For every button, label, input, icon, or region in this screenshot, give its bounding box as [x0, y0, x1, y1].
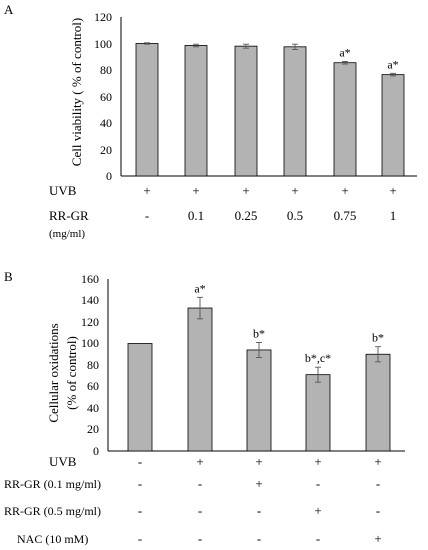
panel-b-cell: + — [314, 454, 321, 469]
panel-b-bar — [365, 353, 391, 452]
panel-a-bar — [184, 45, 208, 177]
panel-a-cell: + — [192, 183, 199, 198]
panel-b-y-tick-label: 80 — [87, 358, 99, 372]
panel-b-cell: - — [316, 531, 320, 546]
panel-a-y-tick-label: 20 — [100, 143, 112, 157]
panel-b-y-tick-label: 0 — [93, 444, 99, 458]
panel-b-bars: a* b* b*,c* b* — [127, 281, 391, 452]
panel-a-bar — [234, 45, 258, 177]
panel-a-error-bar — [292, 43, 298, 50]
panel-a-y-tick-label: 80 — [100, 63, 112, 77]
panel-a-cell: + — [242, 183, 249, 198]
panel-a-bar — [381, 74, 405, 177]
panel-a-cell: 0.25 — [235, 208, 258, 223]
panel-a-cell: + — [341, 183, 348, 198]
panel-b-error-bar — [256, 341, 262, 358]
panel-b-y-tick-label: 120 — [81, 315, 99, 329]
panel-a-significance-label: a* — [387, 57, 398, 71]
panel-b-row-label-rr-gr-low: RR-GR (0.1 mg/ml) — [4, 477, 101, 491]
panel-b-cell: + — [255, 454, 262, 469]
panel-b-bar — [305, 374, 331, 452]
panel-a-error-bar — [243, 43, 249, 49]
panel-a-cell: 0.1 — [188, 208, 204, 223]
panel-a-y-tick-label: 60 — [100, 90, 112, 104]
panel-b-cell: - — [138, 531, 142, 546]
panel-b-cell: + — [314, 503, 321, 518]
panel-a-error-bar — [390, 72, 396, 77]
panel-a-error-bar — [144, 42, 150, 45]
panel-b-error-bar — [315, 366, 321, 383]
panel-b-cell: - — [316, 476, 320, 491]
panel-b-cell: - — [376, 476, 380, 491]
panel-a-bar — [283, 46, 307, 177]
panel-b-significance-label: b*,c* — [305, 351, 331, 365]
panel-a-cell: + — [291, 183, 298, 198]
panel-b-error-bar — [197, 296, 203, 320]
panel-a-bars: a* a* — [135, 42, 405, 177]
panel-b-cell: + — [374, 531, 381, 546]
panel-b-label: B — [4, 269, 13, 284]
panel-b-cell: - — [198, 531, 202, 546]
panel-b-y-axis-label-line-1: Cellular oxidations — [46, 323, 61, 422]
panel-b-significance-label: b* — [372, 331, 384, 345]
panel-b-cell: - — [138, 503, 142, 518]
panel-a-bar — [333, 62, 357, 177]
panel-a-row-label-uvb: UVB — [49, 183, 77, 198]
panel-a-error-bar — [193, 43, 199, 48]
panel-b-bar — [246, 349, 272, 452]
panel-b-y-tick-label: 140 — [81, 293, 99, 307]
panel-b-y-tick-label: 40 — [87, 401, 99, 415]
panel-a-error-bar — [342, 60, 348, 65]
panel-b-y-ticks: 0 20 40 60 80 100 120 140 160 — [81, 272, 99, 458]
panel-b-y-tick-label: 20 — [87, 422, 99, 436]
panel-a-cell: 0.75 — [334, 208, 357, 223]
panel-b-row-label-nac: NAC (10 mM) — [17, 532, 88, 546]
panel-b-y-tick-label: 160 — [81, 272, 99, 286]
panel-b-cell: - — [198, 476, 202, 491]
panel-a: A Cell viability ( % of control) 0 20 40… — [4, 2, 417, 240]
panel-b-significance-label: b* — [253, 326, 265, 340]
panel-a-y-tick-label: 120 — [94, 10, 112, 24]
panel-a-y-tick-label: 0 — [106, 169, 112, 183]
panel-a-y-tick-label: 40 — [100, 116, 112, 130]
panel-b-cell: - — [376, 503, 380, 518]
panel-b-y-tick-label: 60 — [87, 379, 99, 393]
panel-a-y-ticks: 0 20 40 60 80 100 120 — [94, 10, 112, 183]
panel-a-cell: 0.5 — [287, 208, 303, 223]
panel-a-bar — [135, 43, 159, 177]
panel-a-label: A — [4, 2, 14, 17]
panel-a-cell: - — [145, 208, 149, 223]
panel-a-y-tick-label: 100 — [94, 37, 112, 51]
panel-b-cell: - — [257, 531, 261, 546]
panel-a-row-label-unit: (mg/ml) — [49, 228, 85, 240]
panel-b-y-axis-label-line-2: (% of control) — [64, 336, 79, 410]
panel-a-significance-label: a* — [339, 45, 350, 59]
panel-b-cell: - — [138, 454, 142, 469]
panel-b-bar — [127, 343, 153, 452]
panel-b-row-label-rr-gr-high: RR-GR (0.5 mg/ml) — [4, 504, 101, 518]
panel-b-cell: - — [198, 503, 202, 518]
panel-b-cell: - — [138, 476, 142, 491]
panel-a-cell: + — [389, 183, 396, 198]
panel-b-bar — [187, 307, 213, 452]
panel-a-row-label-rr-gr: RR-GR — [49, 208, 89, 223]
panel-b-error-bar — [375, 346, 381, 363]
panel-b-cell: + — [255, 476, 262, 491]
panel-b-y-tick-label: 100 — [81, 336, 99, 350]
panel-a-cell: + — [143, 183, 150, 198]
panel-b-cell: + — [196, 454, 203, 469]
panel-b-treatment-table: UVB RR-GR (0.1 mg/ml) RR-GR (0.5 mg/ml) … — [4, 454, 382, 546]
panel-b-cell: - — [257, 503, 261, 518]
panel-b: B Cellular oxidations (% of control) 0 2… — [4, 269, 405, 546]
panel-b-cell: + — [374, 454, 381, 469]
panel-a-cell: 1 — [390, 208, 397, 223]
panel-a-y-axis-label: Cell viability ( % of control) — [69, 18, 84, 166]
panel-b-row-label-uvb: UVB — [49, 454, 77, 469]
panel-a-treatment-table: UVB RR-GR (mg/ml) + + + + + + - 0.1 0.25… — [49, 183, 397, 240]
panel-b-significance-label: a* — [194, 281, 205, 295]
